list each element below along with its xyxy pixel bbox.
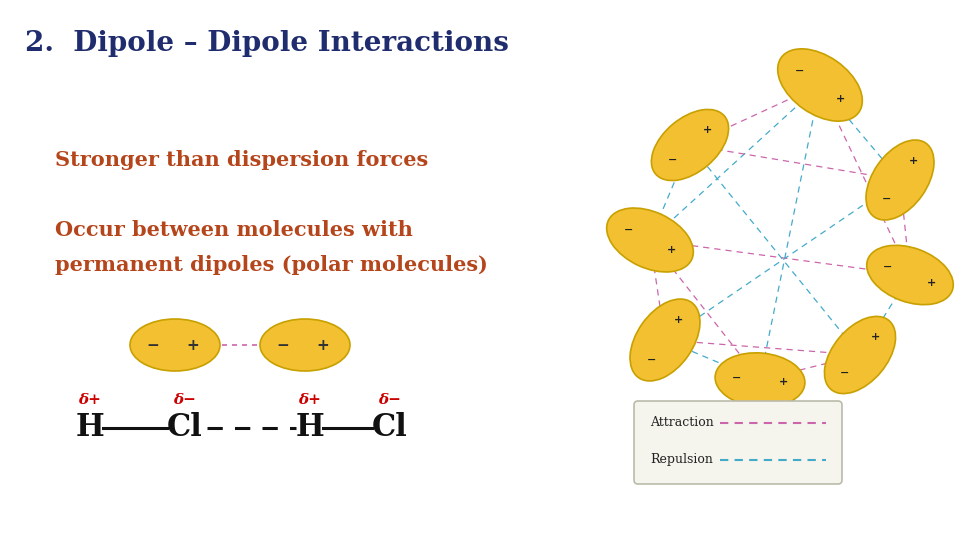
Text: δ−: δ−: [174, 393, 197, 407]
Ellipse shape: [130, 319, 220, 371]
Ellipse shape: [867, 245, 953, 305]
Text: Repulsion: Repulsion: [650, 454, 713, 467]
Text: +: +: [674, 315, 684, 326]
Text: −: −: [647, 355, 656, 365]
FancyBboxPatch shape: [634, 401, 842, 484]
Text: +: +: [667, 245, 676, 255]
Ellipse shape: [607, 208, 693, 272]
Text: Cl: Cl: [372, 413, 408, 443]
Ellipse shape: [778, 49, 862, 121]
Text: +: +: [704, 125, 712, 135]
Text: Stronger than dispersion forces: Stronger than dispersion forces: [55, 150, 428, 170]
Text: −: −: [795, 66, 804, 76]
Ellipse shape: [630, 299, 700, 381]
Text: permanent dipoles (polar molecules): permanent dipoles (polar molecules): [55, 255, 488, 275]
Ellipse shape: [715, 353, 804, 407]
Text: Cl: Cl: [167, 413, 203, 443]
Text: +: +: [779, 377, 788, 387]
Text: +: +: [927, 278, 937, 288]
Text: −: −: [732, 373, 741, 383]
Text: δ+: δ+: [299, 393, 322, 407]
Text: H: H: [296, 413, 324, 443]
Text: +: +: [186, 338, 200, 353]
Text: Occur between molecules with: Occur between molecules with: [55, 220, 413, 240]
Text: −: −: [276, 338, 289, 353]
Text: −: −: [882, 194, 891, 204]
Text: −: −: [883, 262, 893, 272]
Text: −: −: [147, 338, 159, 353]
Ellipse shape: [866, 140, 934, 220]
Ellipse shape: [825, 316, 896, 394]
Text: 2.  Dipole – Dipole Interactions: 2. Dipole – Dipole Interactions: [25, 30, 509, 57]
Text: +: +: [909, 156, 918, 166]
Text: +: +: [317, 338, 329, 353]
Text: Attraction: Attraction: [650, 416, 713, 429]
Text: H: H: [76, 413, 105, 443]
Text: δ−: δ−: [378, 393, 401, 407]
Ellipse shape: [652, 110, 729, 180]
Text: −: −: [667, 155, 677, 165]
Text: +: +: [871, 332, 879, 342]
Text: δ+: δ+: [79, 393, 102, 407]
Text: −: −: [840, 368, 850, 378]
Ellipse shape: [260, 319, 350, 371]
Text: −: −: [624, 225, 633, 235]
Text: +: +: [835, 94, 845, 104]
